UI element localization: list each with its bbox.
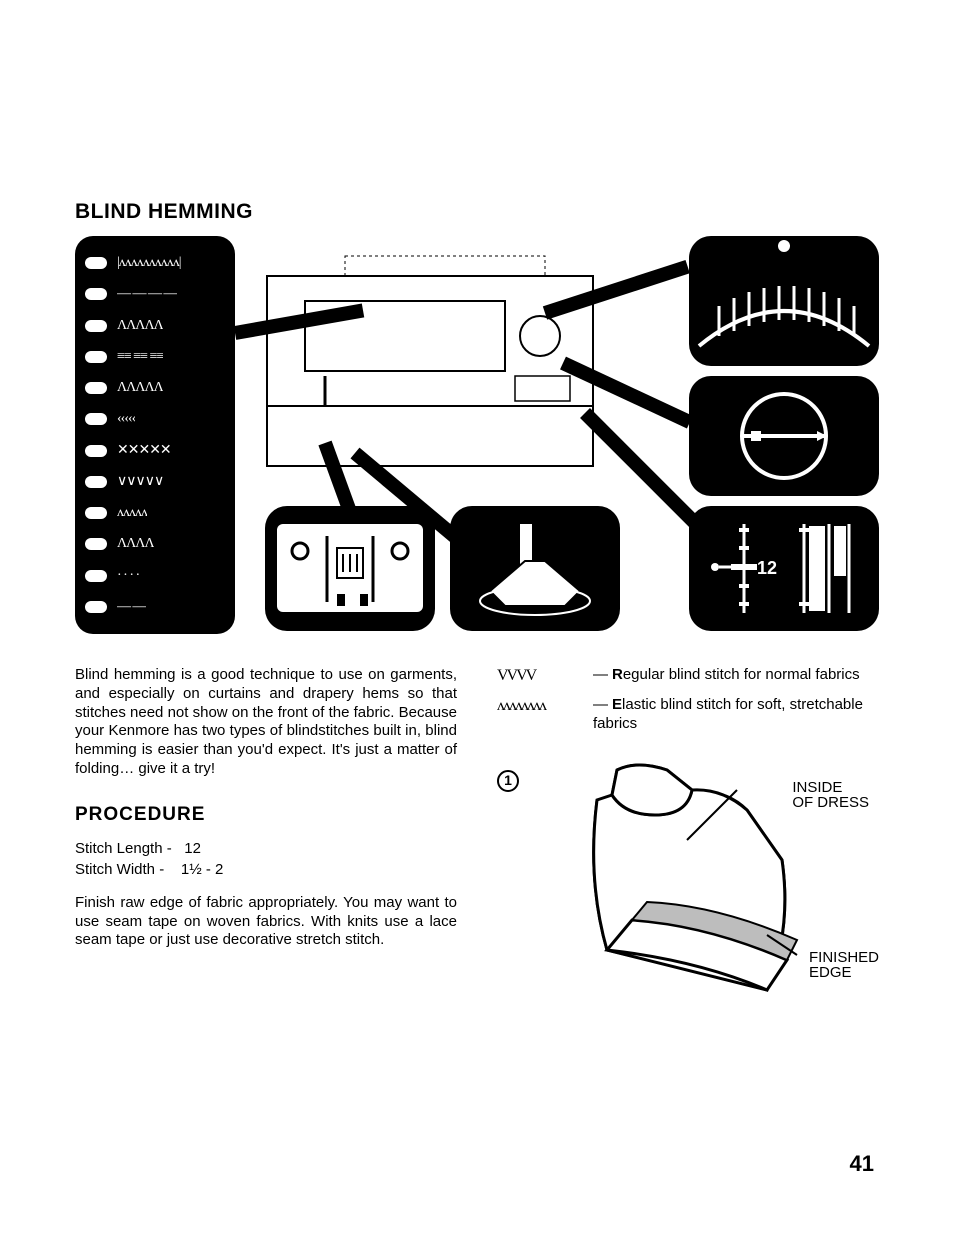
inset-presser-foot xyxy=(450,506,620,631)
inset-needle-plate xyxy=(265,506,435,631)
scale-value: 12 xyxy=(757,558,777,579)
inset-tension-dial xyxy=(689,236,879,366)
stitch-row: — — — — xyxy=(85,281,225,307)
spec-length: Stitch Length - 12 xyxy=(75,840,457,859)
legend-regular: VVVV —Regular blind stitch for normal fa… xyxy=(497,666,879,686)
stitch-row: ʌʌʌʌʌ xyxy=(85,500,225,526)
stitch-row: ∨∨∨∨∨ xyxy=(85,469,225,495)
procedure-heading: PROCEDURE xyxy=(75,803,457,827)
sewing-machine-icon xyxy=(265,246,595,476)
inset-length-scale: 12 xyxy=(689,506,879,631)
page-number: 41 xyxy=(850,1151,874,1177)
stitch-row: ≡≡ ≡≡ ≡≡ xyxy=(85,344,225,370)
text-columns: Blind hemming is a good technique to use… xyxy=(75,666,879,1020)
main-figure: |ʌʌʌʌʌʌʌʌʌʌ| — — — — ΛΛΛΛΛ ≡≡ ≡≡ ≡≡ ɅɅɅɅ… xyxy=(75,236,879,636)
stitch-row: ɅɅɅɅɅ xyxy=(85,375,225,401)
regular-stitch-icon: VVVV xyxy=(497,666,577,686)
spec-width: Stitch Width - 1½ - 2 xyxy=(75,861,457,880)
stitch-row: ✕✕✕✕✕ xyxy=(85,438,225,464)
stitch-row: ΛΛΛΛ xyxy=(85,531,225,557)
legend-elastic: ʌʌʌʌʌʌʌʌ —Elastic blind stitch for soft,… xyxy=(497,696,879,734)
stitch-row: |ʌʌʌʌʌʌʌʌʌʌ| xyxy=(85,250,225,276)
stitch-row: ΛΛΛΛΛ xyxy=(85,313,225,339)
stitch-row: — — xyxy=(85,594,225,620)
label-finished-edge: FINISHEDEDGE xyxy=(809,950,879,982)
step-number: 1 xyxy=(497,770,519,792)
page-title: BLIND HEMMING xyxy=(75,200,879,224)
stitch-row: ‹‹‹‹‹ xyxy=(85,406,225,432)
label-inside: INSIDEOF DRESS xyxy=(792,780,869,812)
stitch-row: · · · · xyxy=(85,563,225,589)
inset-width-knob xyxy=(689,376,879,496)
stitch-selector-panel: |ʌʌʌʌʌʌʌʌʌʌ| — — — — ΛΛΛΛΛ ≡≡ ≡≡ ≡≡ ɅɅɅɅ… xyxy=(75,236,235,634)
elastic-stitch-icon: ʌʌʌʌʌʌʌʌ xyxy=(497,696,577,716)
dress-diagram: 1 INSIDEOF DRESS FINISHEDEDGE xyxy=(497,770,879,1020)
intro-paragraph: Blind hemming is a good technique to use… xyxy=(75,666,457,779)
procedure-body: Finish raw edge of fabric appropriately.… xyxy=(75,894,457,950)
